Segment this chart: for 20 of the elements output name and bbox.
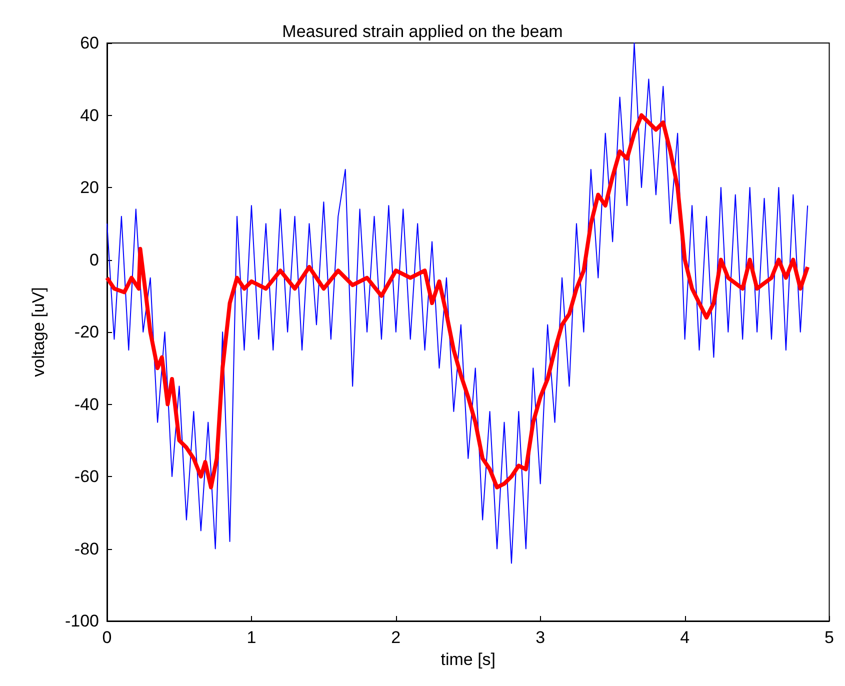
y-tick-label: -40 — [74, 394, 99, 414]
line-series — [105, 113, 810, 490]
y-tick-label: -100 — [64, 612, 99, 630]
x-tick-label: 1 — [246, 628, 256, 647]
y-tick-label: 40 — [80, 106, 99, 125]
y-tick-label: -60 — [74, 467, 99, 486]
chart-title: Measured strain applied on the beam — [282, 22, 563, 41]
x-tick-label: 4 — [680, 628, 690, 647]
x-tick-label: 0 — [102, 628, 112, 647]
y-axis-title: voltage [uV] — [29, 287, 48, 377]
y-tick-label: -20 — [74, 322, 99, 342]
x-tick-label: 3 — [536, 628, 546, 647]
x-tick-label: 2 — [391, 628, 401, 647]
y-tick-label: 20 — [80, 178, 99, 197]
x-tick-label: 5 — [824, 628, 834, 647]
y-tick-label: -80 — [74, 539, 99, 558]
line-series — [106, 42, 808, 564]
y-tick-label: 0 — [90, 250, 99, 270]
y-tick-label: 60 — [80, 34, 99, 52]
x-axis-title: time [s] — [440, 650, 496, 669]
